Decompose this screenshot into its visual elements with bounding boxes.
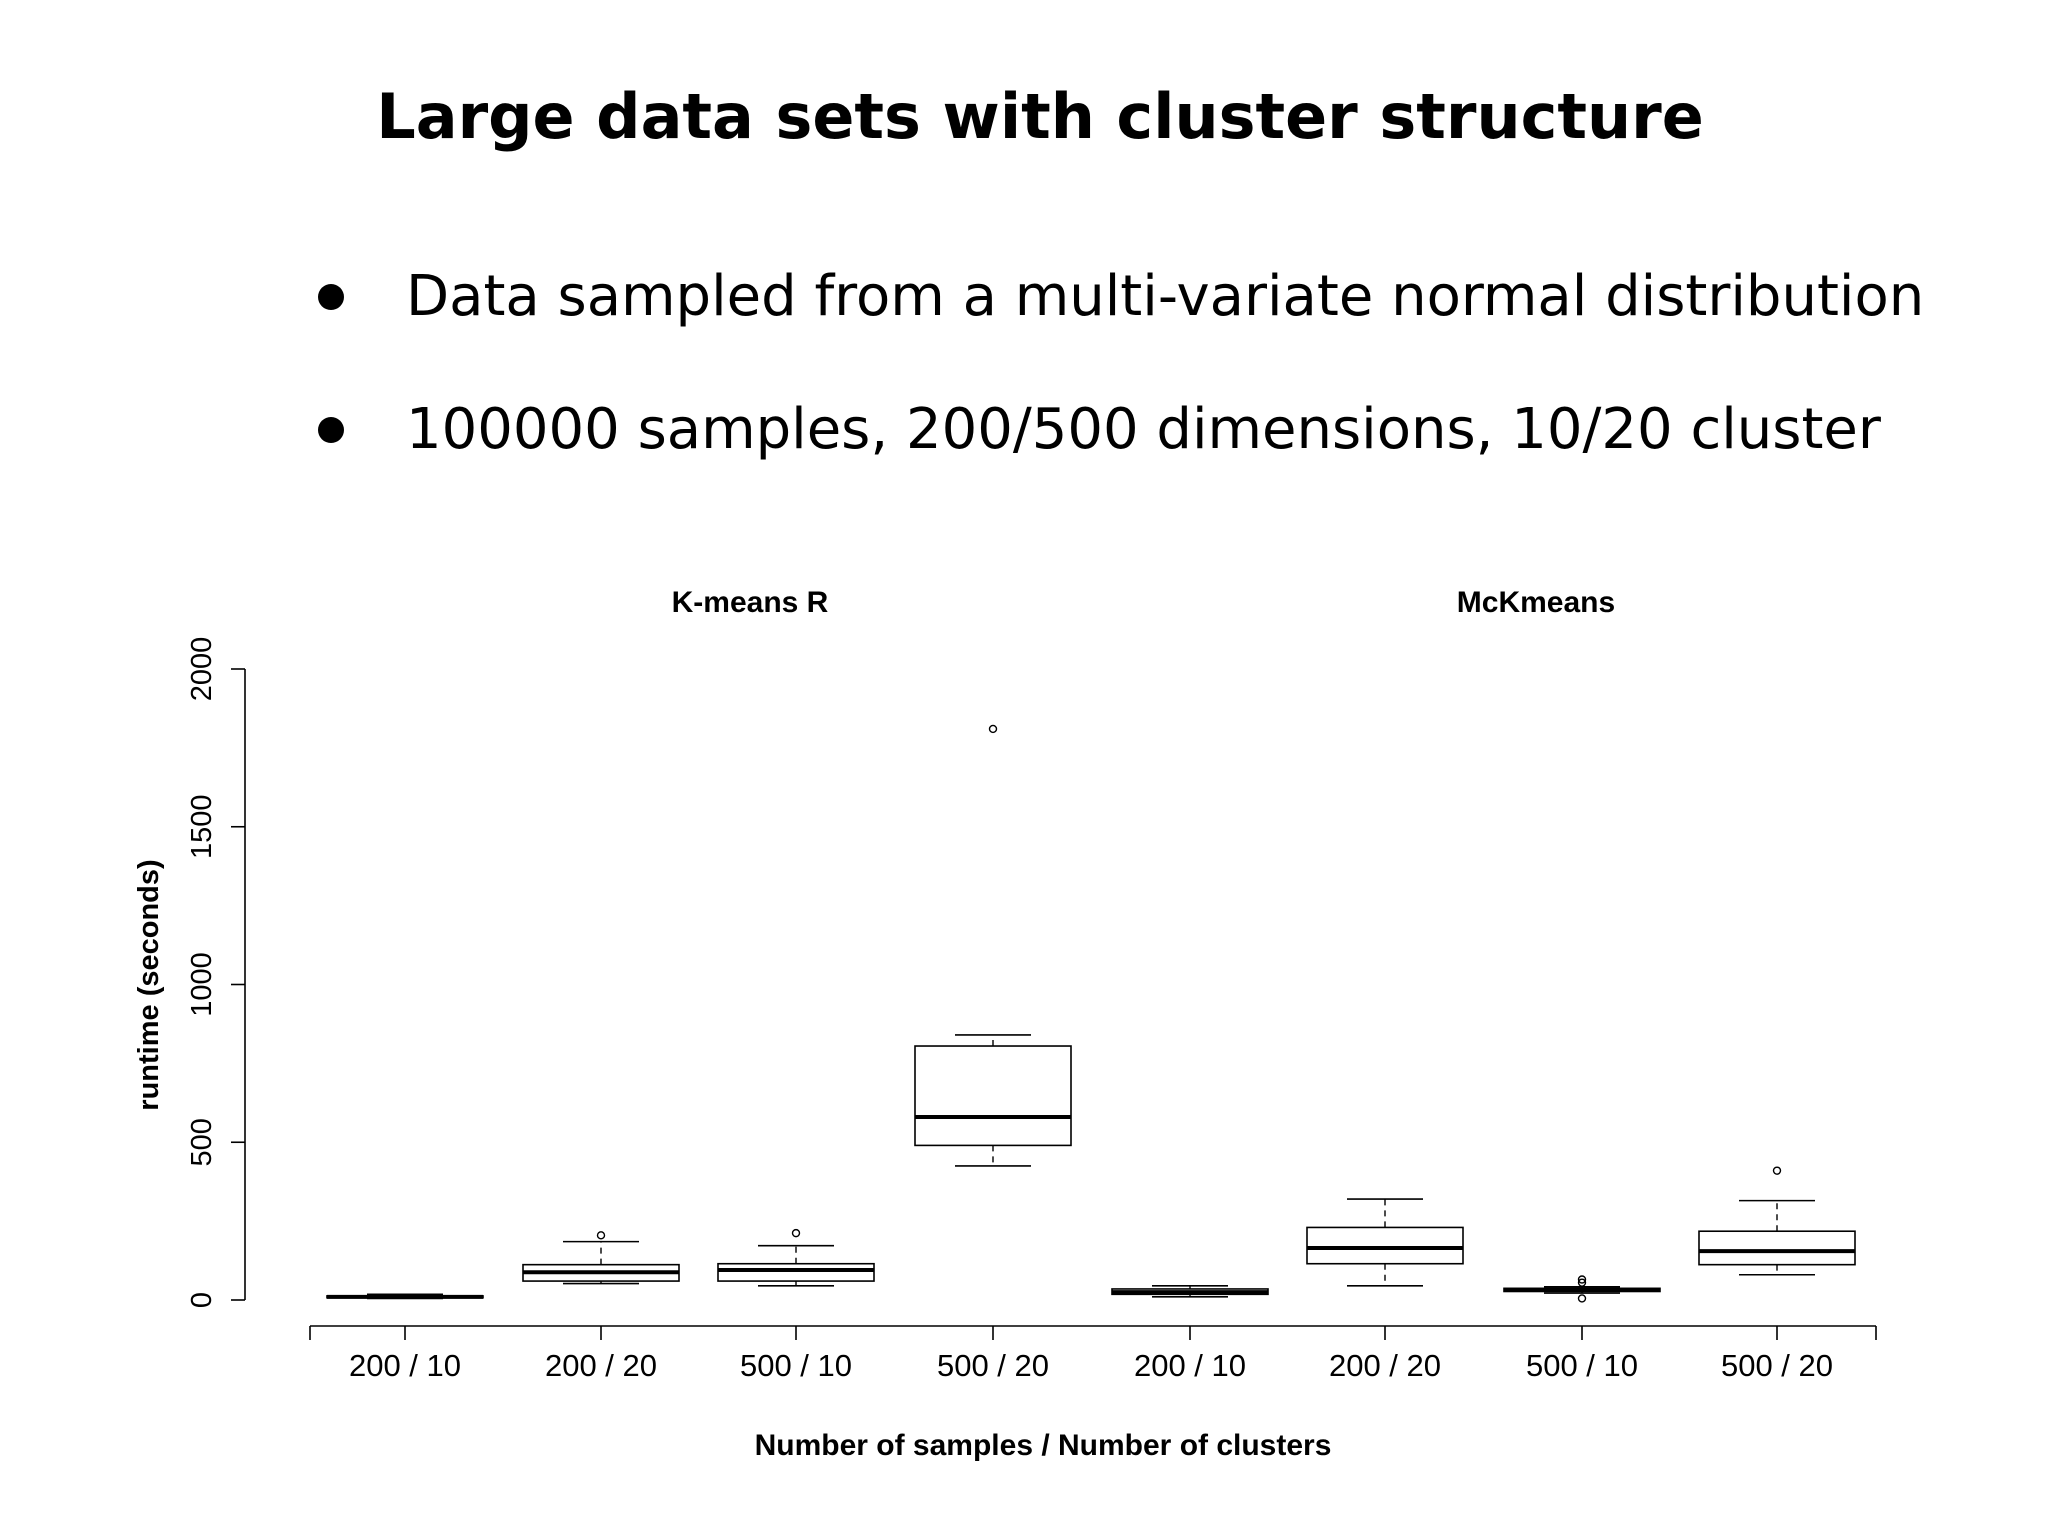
outlier-point	[791, 1228, 801, 1238]
y-tick-label: 1000	[186, 952, 218, 1017]
box-iqr	[1698, 1230, 1856, 1266]
x-tick-label: 200 / 10	[349, 1348, 461, 1383]
bullet-dot-icon	[318, 417, 344, 443]
outlier-point	[1577, 1278, 1587, 1287]
bullet-dot-icon	[318, 284, 344, 310]
bullet-item: 100000 samples, 200/500 dimensions, 10/2…	[310, 395, 1924, 528]
box-iqr	[914, 1045, 1072, 1147]
bullet-text: Data sampled from a multi-variate normal…	[406, 264, 1925, 329]
x-tick-label: 500 / 10	[740, 1348, 852, 1383]
bullet-text: 100000 samples, 200/500 dimensions, 10/2…	[406, 397, 1881, 462]
y-tick-label: 1500	[186, 794, 218, 859]
x-tick-label: 200 / 10	[1134, 1348, 1246, 1383]
x-tick-label: 200 / 20	[545, 1348, 657, 1383]
box-iqr	[717, 1262, 875, 1282]
x-tick-label: 500 / 20	[1721, 1348, 1833, 1383]
x-tick-label: 500 / 20	[937, 1348, 1049, 1383]
panel-title: K-means R	[672, 586, 829, 619]
outlier-point	[1772, 1166, 1782, 1175]
x-tick-label: 200 / 20	[1329, 1348, 1441, 1383]
outlier-point	[988, 724, 998, 734]
y-tick-label: 2000	[186, 637, 218, 702]
box-iqr	[1306, 1226, 1464, 1265]
panel-title: McKmeans	[1457, 586, 1615, 619]
slide-title: Large data sets with cluster structure	[376, 80, 1704, 153]
outlier-point	[1577, 1275, 1587, 1284]
outlier-point	[596, 1231, 606, 1240]
outlier-point	[1577, 1294, 1587, 1303]
bullet-item: Data sampled from a multi-variate normal…	[310, 262, 1924, 395]
y-tick-label: 0	[186, 1292, 218, 1308]
y-tick-label: 500	[186, 1118, 218, 1166]
y-axis-label: runtime (seconds)	[133, 859, 165, 1110]
chart-content: 0 500 1000 1500 2000 runtime (seconds) 200 / 1…	[133, 586, 1877, 1462]
bullet-list: Data sampled from a multi-variate normal…	[310, 262, 1924, 528]
x-tick-label: 500 / 10	[1526, 1348, 1638, 1383]
x-axis-label: Number of samples / Number of clusters	[755, 1429, 1332, 1462]
